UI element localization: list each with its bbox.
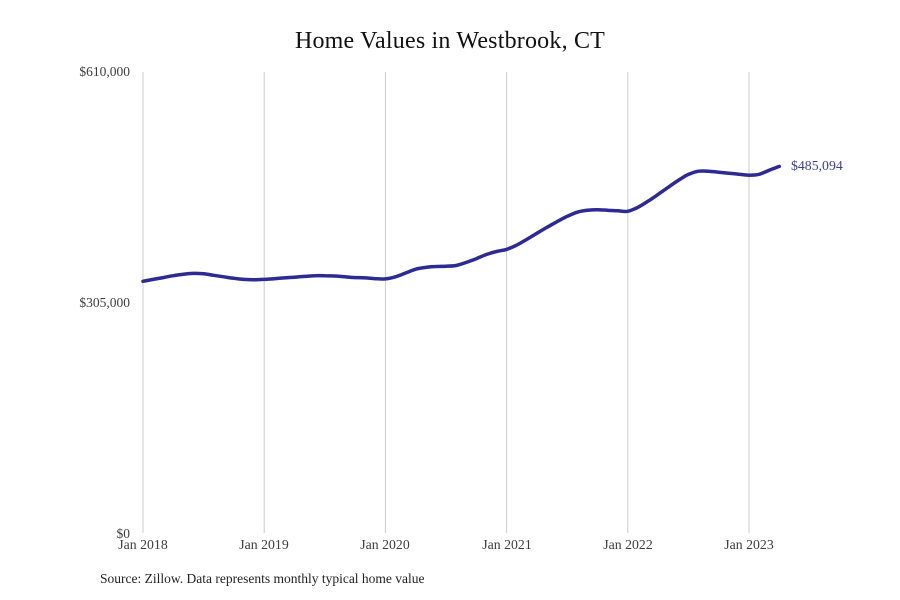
source-note: Source: Zillow. Data represents monthly …: [100, 571, 425, 586]
y-tick-610000: $610,000: [79, 64, 130, 79]
x-tick-jan-2020: Jan 2020: [360, 537, 410, 552]
gridlines: [142, 72, 750, 533]
x-tick-jan-2019: Jan 2019: [239, 537, 289, 552]
x-tick-jan-2018: Jan 2018: [118, 537, 168, 552]
x-tick-jan-2022: Jan 2022: [603, 537, 653, 552]
last-value-label: $485,094: [791, 158, 843, 173]
y-tick-0: $0: [116, 526, 131, 541]
x-tick-jan-2021: Jan 2021: [482, 537, 532, 552]
home-value-line: [141, 164, 782, 284]
y-tick-305000: $305,000: [79, 295, 130, 310]
chart-title: Home Values in Westbrook, CT: [294, 28, 606, 54]
x-tick-jan-2023: Jan 2023: [724, 537, 774, 552]
